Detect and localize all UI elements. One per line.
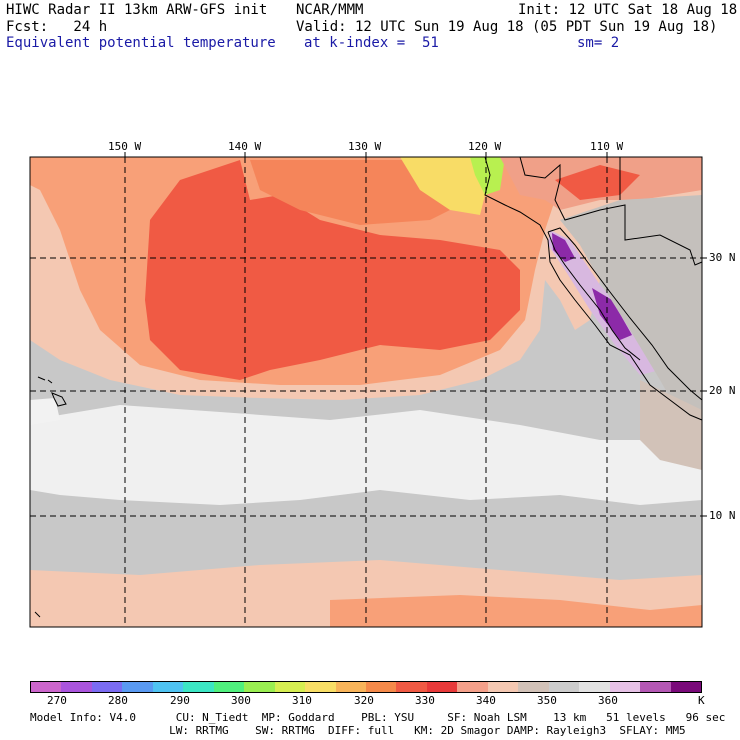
legend-label-270: 270 <box>47 694 67 707</box>
lat-lon-grid <box>30 157 702 627</box>
legend-swatch-20 <box>640 682 671 692</box>
level-info: at k-index = 51 <box>304 35 439 51</box>
legend-label-350: 350 <box>537 694 557 707</box>
lat-label-20n: 20 N <box>709 384 736 397</box>
small-island <box>34 611 41 618</box>
init-time: Init: 12 UTC Sat 18 Aug 18 <box>518 2 738 18</box>
legend-swatch-15 <box>487 682 519 692</box>
lat-label-10n: 10 N <box>709 509 736 522</box>
legend-swatch-8 <box>274 682 306 692</box>
field-land-red <box>555 165 640 200</box>
lat-label-30n: 30 N <box>709 251 736 264</box>
lon-label-140w: 140 W <box>228 140 262 153</box>
legend-swatch-3 <box>122 682 153 692</box>
legend-swatch-0 <box>31 682 62 692</box>
field-mexico-south <box>640 380 702 470</box>
valid-time: Valid: 12 UTC Sun 19 Aug 18 (05 PDT Sun … <box>296 19 718 35</box>
field-name: Equivalent potential temperature <box>6 35 276 51</box>
smoothing-info: sm= 2 <box>577 35 620 51</box>
legend-swatch-12 <box>396 682 427 692</box>
legend-swatch-10 <box>335 682 366 692</box>
model-title: HIWC Radar II 13km ARW-GFS init <box>6 2 268 18</box>
legend-swatch-6 <box>213 682 245 692</box>
model-info-line-2: LW: RRTMG SW: RRTMG DIFF: full KM: 2D Sm… <box>30 724 686 737</box>
legend-swatch-4 <box>152 682 184 692</box>
legend-swatch-1 <box>61 682 92 692</box>
lon-label-130w: 130 W <box>348 140 382 153</box>
legend-swatch-7 <box>244 682 275 692</box>
coastlines <box>34 156 703 618</box>
field-white-hawaii <box>30 398 60 425</box>
color-legend <box>30 681 702 693</box>
hawaii-islands <box>37 376 67 407</box>
field-gulf-purple-south <box>592 288 632 340</box>
coastline-baja-east <box>547 231 641 361</box>
field-south-warm <box>330 595 702 627</box>
map-frame <box>29 156 703 628</box>
lon-label-150w: 150 W <box>108 140 142 153</box>
legend-swatch-21 <box>670 682 701 692</box>
legend-unit-label: K <box>698 694 705 707</box>
legend-swatch-19 <box>609 682 641 692</box>
legend-swatch-16 <box>518 682 549 692</box>
legend-label-340: 340 <box>476 694 496 707</box>
legend-label-280: 280 <box>108 694 128 707</box>
lon-label-110w: 110 W <box>590 140 624 153</box>
map-field <box>30 157 702 627</box>
legend-swatch-5 <box>183 682 214 692</box>
legend-label-300: 300 <box>231 694 251 707</box>
coastline-mainland <box>484 156 703 421</box>
legend-label-290: 290 <box>170 694 190 707</box>
legend-swatch-9 <box>305 682 336 692</box>
legend-swatch-2 <box>91 682 123 692</box>
legend-swatch-13 <box>426 682 458 692</box>
legend-label-310: 310 <box>292 694 312 707</box>
coastline-mexico-west <box>547 227 703 401</box>
model-info-line-1: Model Info: V4.0 CU: N_Tiedt MP: Goddard… <box>30 711 726 724</box>
legend-swatch-11 <box>365 682 397 692</box>
legend-swatch-14 <box>457 682 488 692</box>
axis-ticks <box>124 152 707 517</box>
lon-label-120w: 120 W <box>468 140 502 153</box>
border-lines <box>519 156 703 266</box>
field-yellow-coast <box>400 157 490 215</box>
organization-label: NCAR/MMM <box>296 2 364 18</box>
legend-label-360: 360 <box>598 694 618 707</box>
field-mexico-land <box>560 195 702 420</box>
field-white-region <box>30 405 702 505</box>
legend-swatch-18 <box>579 682 610 692</box>
legend-label-330: 330 <box>415 694 435 707</box>
forecast-hour: Fcst: 24 h <box>6 19 108 35</box>
legend-swatch-17 <box>548 682 580 692</box>
field-355-core <box>145 160 520 380</box>
field-green-coast <box>470 157 505 195</box>
legend-label-320: 320 <box>354 694 374 707</box>
